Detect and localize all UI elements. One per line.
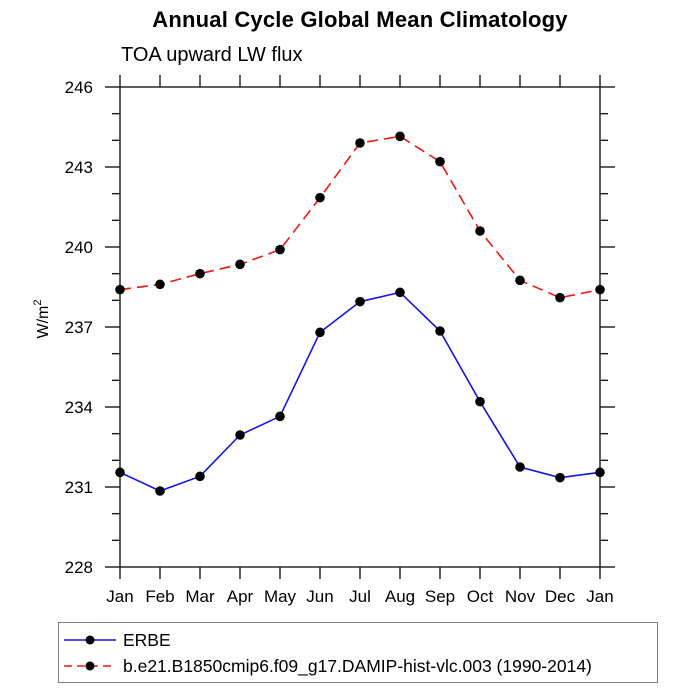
x-tick-label: Jan <box>586 587 613 606</box>
x-tick-label: Mar <box>185 587 215 606</box>
legend-sample-solid-line-icon <box>64 635 116 645</box>
y-tick-label: 234 <box>65 398 93 417</box>
data-point-marker <box>555 292 565 303</box>
data-point-marker <box>315 327 325 338</box>
data-point-marker <box>275 411 285 422</box>
legend-sample-dashed-line-icon <box>64 661 116 671</box>
data-point-marker <box>475 396 485 407</box>
x-tick-label: May <box>264 587 297 606</box>
y-tick-label: 228 <box>65 558 93 577</box>
x-tick-label: Feb <box>145 587 174 606</box>
data-point-marker <box>595 284 605 295</box>
data-point-marker <box>115 467 125 478</box>
data-point-marker <box>395 131 405 142</box>
y-tick-label: 231 <box>65 478 93 497</box>
x-tick-label: Dec <box>545 587 576 606</box>
legend-row-model: b.e21.B1850cmip6.f09_g17.DAMIP-hist-vlc.… <box>63 653 657 679</box>
data-point-marker <box>595 467 605 478</box>
x-tick-label: Aug <box>385 587 415 606</box>
data-point-marker <box>435 156 445 167</box>
data-point-marker <box>155 486 165 496</box>
data-point-marker <box>395 287 405 298</box>
data-point-marker <box>435 326 445 336</box>
x-tick-label: Sep <box>425 587 455 606</box>
data-point-marker <box>195 471 205 482</box>
data-point-marker <box>275 244 285 255</box>
legend-row-erbe: ERBE <box>63 627 657 653</box>
plot-frame <box>119 86 601 568</box>
series-line-0 <box>119 291 601 492</box>
series-line-1 <box>119 135 601 299</box>
x-tick-label: Jul <box>349 587 371 606</box>
y-tick-label: 237 <box>65 318 93 337</box>
x-tick-label: Oct <box>467 587 494 606</box>
data-point-marker <box>355 138 365 148</box>
y-tick-label: 240 <box>65 238 93 257</box>
data-point-marker <box>155 279 165 290</box>
y-tick-label: 243 <box>65 158 93 177</box>
x-tick-label: Nov <box>505 587 536 606</box>
data-point-marker <box>195 268 205 279</box>
data-point-marker <box>315 192 325 203</box>
data-point-marker <box>515 275 525 286</box>
chart-subtitle: TOA upward LW flux <box>121 44 303 66</box>
legend: ERBE b.e21.B1850cmip6.f09_g17.DAMIP-hist… <box>58 622 658 683</box>
legend-label-model: b.e21.B1850cmip6.f09_g17.DAMIP-hist-vlc.… <box>123 655 592 676</box>
data-point-marker <box>115 284 125 295</box>
data-point-marker <box>355 296 365 307</box>
data-point-marker <box>475 226 485 236</box>
x-tick-label: Jan <box>106 587 133 606</box>
chart-title: Annual Cycle Global Mean Climatology <box>152 7 568 32</box>
data-point-marker <box>235 259 245 270</box>
x-tick-label: Apr <box>227 587 254 606</box>
data-point-marker <box>555 472 565 483</box>
legend-label-erbe: ERBE <box>123 629 171 650</box>
y-tick-label: 246 <box>65 78 93 97</box>
data-point-marker <box>235 430 245 440</box>
x-tick-label: Jun <box>306 587 333 606</box>
data-point-marker <box>515 462 525 472</box>
